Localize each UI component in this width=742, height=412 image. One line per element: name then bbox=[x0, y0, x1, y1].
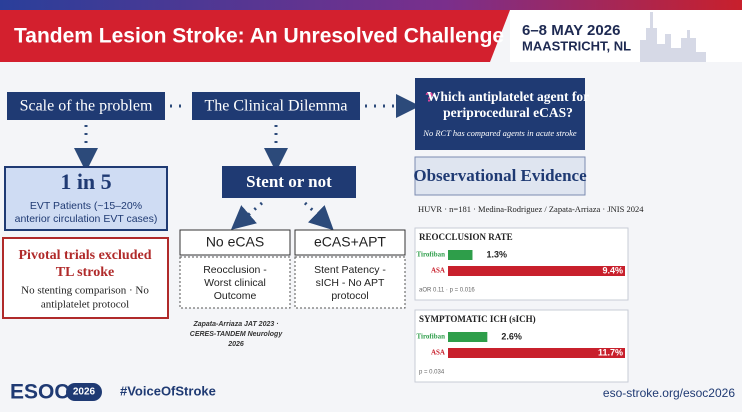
chart-panel bbox=[414, 227, 629, 301]
citation: 2026 bbox=[227, 341, 244, 348]
heading: The Clinical Dilemma bbox=[204, 98, 347, 115]
bar-label: Tirofiban bbox=[416, 251, 445, 259]
value-label: 9.4% bbox=[602, 265, 623, 275]
chart-note: p = 0.034 bbox=[419, 370, 445, 376]
heading-box bbox=[192, 92, 360, 120]
chart-panel bbox=[414, 309, 629, 383]
question: Which antiplatelet agent for bbox=[427, 89, 589, 104]
question-note: No RCT has compared agents in acute stro… bbox=[422, 128, 577, 138]
pivotal-title: TL stroke bbox=[56, 265, 114, 280]
bar bbox=[448, 250, 473, 260]
option-box bbox=[179, 229, 291, 256]
heading-box bbox=[7, 92, 165, 120]
value-label: 11.7% bbox=[598, 347, 623, 357]
option-label: No eCAS bbox=[206, 234, 264, 250]
pivotal-line: antiplatelet protocol bbox=[41, 299, 129, 311]
option-detail: sICH - No APT bbox=[316, 277, 385, 289]
pivotal-line: No stenting comparison · No bbox=[21, 285, 149, 297]
option-detail-box bbox=[179, 256, 291, 309]
heading: Scale of the problem bbox=[20, 98, 153, 115]
question-icon: ? bbox=[425, 89, 434, 105]
option-detail: Worst clinical bbox=[204, 277, 266, 289]
bar-label: Tirofiban bbox=[416, 333, 445, 341]
logo-year: 2026 bbox=[73, 387, 96, 398]
skyline bbox=[640, 12, 706, 62]
citation: Zapata-Arriaza JAT 2023 · bbox=[192, 321, 278, 328]
title-band bbox=[0, 10, 510, 62]
option-detail: Stent Patency - bbox=[314, 264, 386, 276]
logo-text: ESOC bbox=[10, 381, 70, 404]
url: eso-stroke.org/esoc2026 bbox=[603, 386, 735, 400]
option-label: eCAS+APT bbox=[314, 234, 386, 250]
chart-title: SYMPTOMATIC ICH (sICH) bbox=[419, 314, 536, 324]
title: Tandem Lesion Stroke: An Unresolved Chal… bbox=[14, 25, 504, 48]
evidence-heading: Observational Evidence bbox=[413, 166, 587, 185]
bar bbox=[448, 266, 625, 276]
stat-line: anterior circulation EVT cases) bbox=[15, 213, 158, 225]
dates: 6–8 MAY 2026 bbox=[522, 22, 620, 39]
option-box bbox=[294, 229, 406, 256]
hashtag: #VoiceOfStroke bbox=[120, 383, 216, 398]
pivotal-box bbox=[2, 237, 169, 319]
connector bbox=[230, 201, 263, 230]
stat-box bbox=[4, 166, 168, 231]
option-detail: Reocclusion - bbox=[203, 264, 267, 276]
question-box bbox=[415, 78, 585, 150]
bar bbox=[448, 332, 488, 342]
place: MAASTRICHT, NL bbox=[522, 38, 631, 53]
evidence-box bbox=[414, 156, 586, 196]
stat-line: EVT Patients (~15–20% bbox=[30, 200, 142, 212]
option-detail-box bbox=[294, 256, 406, 309]
bar-label: ASA bbox=[431, 267, 445, 275]
value-label: 2.6% bbox=[501, 331, 522, 341]
stat: 1 in 5 bbox=[60, 169, 111, 194]
top-stripe bbox=[0, 0, 742, 10]
option-detail: Outcome bbox=[214, 290, 257, 302]
decision: Stent or not bbox=[246, 172, 332, 191]
question: periprocedural eCAS? bbox=[443, 105, 573, 120]
decision-box bbox=[222, 166, 356, 198]
chart-title: REOCCLUSION RATE bbox=[419, 232, 513, 242]
chart-note: aOR 0.11 · p = 0.016 bbox=[419, 288, 475, 294]
logo-pill bbox=[66, 383, 102, 401]
source: HUVR · n=181 · Medina-Rodriguez / Zapata… bbox=[418, 204, 644, 214]
option-detail: protocol bbox=[331, 290, 368, 302]
pivotal-title: Pivotal trials excluded bbox=[19, 248, 152, 263]
bar-label: ASA bbox=[431, 349, 445, 357]
citation: CERES-TANDEM Neurology bbox=[190, 331, 284, 338]
value-label: 1.3% bbox=[486, 249, 507, 259]
bar bbox=[448, 348, 625, 358]
